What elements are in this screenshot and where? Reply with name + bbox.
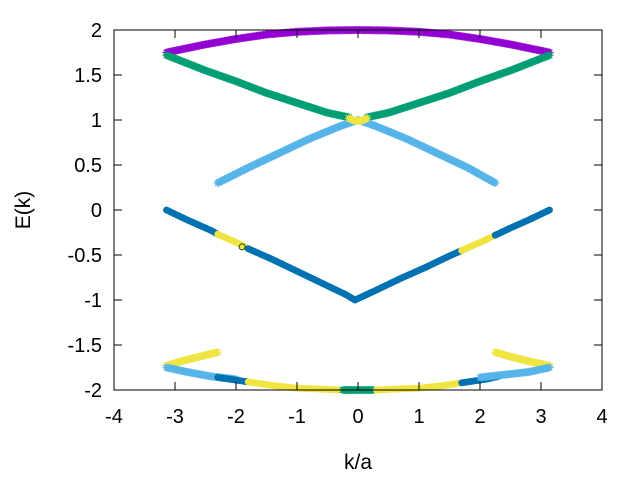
series-9 xyxy=(244,245,359,304)
series-12 xyxy=(491,206,553,239)
data-point xyxy=(546,206,553,214)
series-14 xyxy=(491,348,554,370)
x-tick-label: 3 xyxy=(535,406,546,428)
data-marks xyxy=(162,26,554,394)
series-5 xyxy=(354,116,500,187)
series-10 xyxy=(351,247,466,304)
y-tick-label: -0.5 xyxy=(68,245,102,267)
x-axis-title: k/a xyxy=(344,451,372,474)
y-tick-label: 1.5 xyxy=(74,65,102,87)
x-tick-label: 1 xyxy=(413,406,424,428)
data-point xyxy=(363,114,372,123)
series-8 xyxy=(214,230,252,253)
plot-frame xyxy=(113,29,603,391)
data-point xyxy=(545,363,554,372)
series-21 xyxy=(476,363,554,382)
data-point xyxy=(358,116,367,125)
axis-ticks: -4 -3 -2 -1 0 1 2 3 4 -2 -1.5 -1 -0.5 0 0.5 1 1.5 2 xyxy=(68,20,608,428)
data-point xyxy=(360,115,369,124)
y-tick-label: -1.5 xyxy=(68,335,102,357)
y-tick-label: 1 xyxy=(91,110,102,132)
data-point xyxy=(347,115,356,124)
series-7 xyxy=(163,206,222,238)
series-4 xyxy=(213,116,362,187)
x-tick-label: -2 xyxy=(227,406,245,428)
data-point xyxy=(346,114,355,123)
data-point xyxy=(213,348,222,357)
y-tick-label: 0.5 xyxy=(74,155,102,177)
x-tick-label: -4 xyxy=(105,406,123,428)
x-tick-label: -1 xyxy=(288,406,306,428)
data-point xyxy=(349,116,358,125)
series-11 xyxy=(458,231,499,254)
y-tick-label: 2 xyxy=(91,20,102,42)
y-tick-label: -1 xyxy=(84,290,102,312)
x-tick-label: 0 xyxy=(352,406,363,428)
x-tick-label: 4 xyxy=(596,406,607,428)
x-tick-label: 2 xyxy=(474,406,485,428)
data-point xyxy=(344,114,353,123)
series-6 xyxy=(344,114,372,125)
series-2 xyxy=(162,51,353,122)
y-tick-label: 0 xyxy=(91,200,102,222)
series-3 xyxy=(363,51,554,122)
data-point xyxy=(545,51,554,60)
y-axis-title: E(k) xyxy=(12,191,35,230)
y-tick-label: -2 xyxy=(84,380,102,402)
data-point xyxy=(361,114,370,123)
data-point xyxy=(357,116,366,125)
data-point xyxy=(491,179,500,187)
series-22 xyxy=(238,243,246,251)
data-point xyxy=(238,243,246,251)
x-tick-label: -3 xyxy=(166,406,184,428)
series-17 xyxy=(244,378,344,394)
